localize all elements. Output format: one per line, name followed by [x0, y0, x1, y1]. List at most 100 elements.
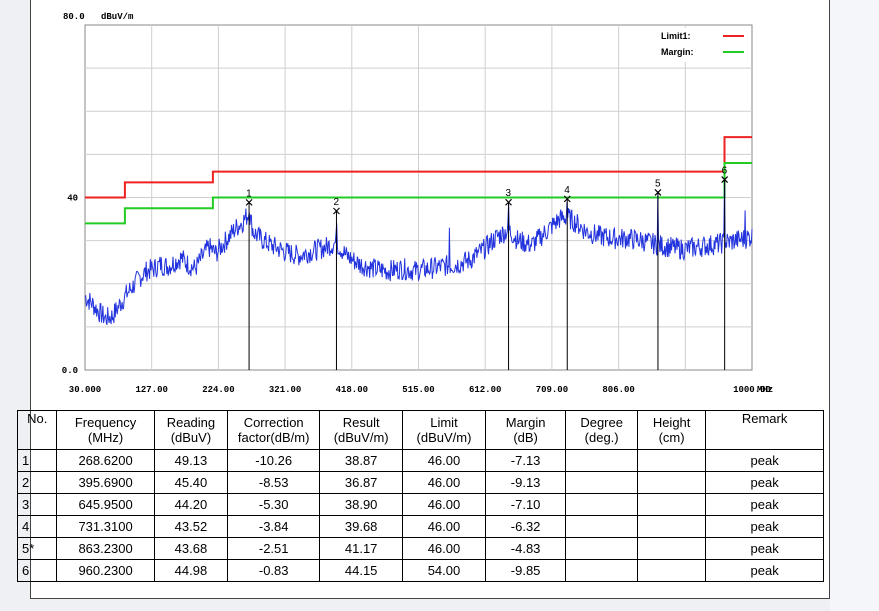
axis-ticks: 30.000 127.00 224.00 321.00 418.00 515.00 612.… [62, 194, 771, 396]
table-cell: 45.40 [153, 471, 229, 494]
legend: Limit1: Margin: [646, 28, 748, 62]
y-axis-unit-label: dBuV/m [101, 12, 134, 22]
table-cell: peak [705, 493, 824, 516]
table-cell: -7.10 [484, 493, 567, 516]
table-cell: 49.13 [153, 449, 229, 472]
legend-margin-label: Margin: [661, 47, 694, 57]
peak-marker-label: 2 [333, 197, 339, 208]
table-cell: 46.00 [402, 449, 486, 472]
column-header: Margin (dB) [484, 410, 567, 450]
results-table: No. Frequency (MHz) Reading (dBuV) Correction… [16, 410, 824, 582]
peak-marker-cross [505, 198, 512, 206]
column-header-line2: (dBuV/m) [333, 430, 389, 445]
margin-line [85, 162, 752, 225]
peak-marker-cross [721, 176, 729, 184]
x-tick-label: 1000.00 [733, 385, 771, 395]
x-tick-label: 321.00 [269, 385, 301, 395]
table-cell: -7.13 [484, 449, 567, 472]
table-cell: -0.83 [227, 559, 321, 582]
column-header: Remark [705, 410, 824, 450]
table-cell: 46.00 [402, 537, 486, 560]
x-tick-label: 806.00 [602, 385, 634, 395]
table-cell: peak [705, 471, 824, 494]
peak-marker-label: 6 [722, 166, 728, 177]
column-header-line1: Margin [505, 415, 546, 430]
table-cell: 54.00 [402, 559, 486, 582]
table-row: 1 268.6200 49.13 -10.26 38.87 46.00 -7.13 peak [16, 449, 824, 472]
table-cell: -2.51 [227, 537, 321, 560]
table-cell: peak [705, 515, 824, 538]
table-cell: -9.85 [484, 559, 567, 582]
column-header: Reading (dBuV) [153, 410, 229, 450]
column-header-line2: (cm) [658, 430, 685, 445]
table-row: 6 960.2300 44.98 -0.83 44.15 54.00 -9.85 peak [16, 559, 824, 582]
table-row: 3 645.9500 44.20 -5.30 38.90 46.00 -7.10 peak [16, 493, 824, 516]
column-header-line2: (deg.) [584, 430, 619, 445]
column-header-line1: Remark [741, 411, 788, 426]
spectrum-trace [84, 182, 753, 326]
table-cell: 38.87 [319, 449, 404, 472]
peak-marker-cross [654, 189, 662, 196]
table-cell [565, 493, 638, 516]
table-cell: 1 [16, 449, 58, 472]
column-header-line1: Reading [166, 415, 216, 430]
table-cell: 960.2300 [56, 559, 155, 582]
peak-marker-cross [245, 198, 253, 206]
column-header-line1: Limit [430, 415, 458, 430]
column-header-line1: Frequency [74, 415, 137, 430]
table-cell: -6.32 [484, 515, 567, 538]
x-axis-unit-label: MHz [757, 385, 773, 395]
table-cell: 41.17 [319, 537, 404, 560]
table-cell: 2 [16, 471, 58, 494]
table-header-row: No. Frequency (MHz) Reading (dBuV) Correction… [16, 410, 824, 450]
limit-line [85, 136, 752, 199]
table-cell: 4 [16, 515, 58, 538]
table-cell: 645.9500 [56, 493, 155, 516]
table-cell [636, 449, 707, 472]
table-cell [565, 471, 638, 494]
column-header: Degree (deg.) [565, 410, 638, 450]
table-cell: -5.30 [227, 493, 321, 516]
x-tick-label: 224.00 [202, 385, 234, 395]
table-cell: peak [705, 537, 824, 560]
x-tick-label: 127.00 [135, 385, 167, 395]
x-tick-label: 30.000 [69, 385, 101, 395]
table-cell: -9.13 [484, 471, 567, 494]
y-axis-top-label: 80.0 [63, 12, 85, 22]
y-tick-label: 0.0 [62, 366, 78, 376]
x-tick-label: 612.00 [469, 385, 501, 395]
column-header: Limit (dBuV/m) [402, 410, 486, 450]
table-cell: -8.53 [227, 471, 321, 494]
peak-marker-cross [333, 207, 340, 215]
table-cell [636, 493, 707, 516]
table-cell: 3 [16, 493, 58, 516]
table-cell: peak [705, 559, 824, 582]
table-body: 1 268.6200 49.13 -10.26 38.87 46.00 -7.13 peak 2… [16, 449, 824, 582]
table-cell [636, 471, 707, 494]
column-header-line1: Correction [243, 415, 304, 430]
peak-marker-label: 3 [506, 188, 512, 199]
x-tick-label: 515.00 [402, 385, 434, 395]
peak-marker-label: 4 [564, 185, 570, 196]
table-cell: 863.2300 [56, 537, 155, 560]
table-cell [565, 537, 638, 560]
table-cell [636, 559, 707, 582]
peak-marker-label: 1 [246, 188, 252, 199]
table-cell: 46.00 [402, 515, 486, 538]
x-tick-label: 709.00 [536, 385, 568, 395]
peak-markers: 1 2 3 4 5 6 [245, 166, 729, 370]
table-cell: 5* [16, 537, 58, 560]
table-cell: 43.52 [153, 515, 229, 538]
column-header-line2: factor(dB/m) [237, 430, 310, 445]
peak-marker-label: 5 [655, 178, 661, 189]
table-cell: 731.3100 [56, 515, 155, 538]
table-cell: 36.87 [319, 471, 404, 494]
table-cell: 38.90 [319, 493, 404, 516]
table-cell: 44.15 [319, 559, 404, 582]
table-cell: -4.83 [484, 537, 567, 560]
column-header: Frequency (MHz) [56, 410, 155, 450]
table-cell: -3.84 [227, 515, 321, 538]
table-cell: 44.20 [153, 493, 229, 516]
column-header: Result (dBuV/m) [319, 410, 404, 450]
table-cell [636, 537, 707, 560]
